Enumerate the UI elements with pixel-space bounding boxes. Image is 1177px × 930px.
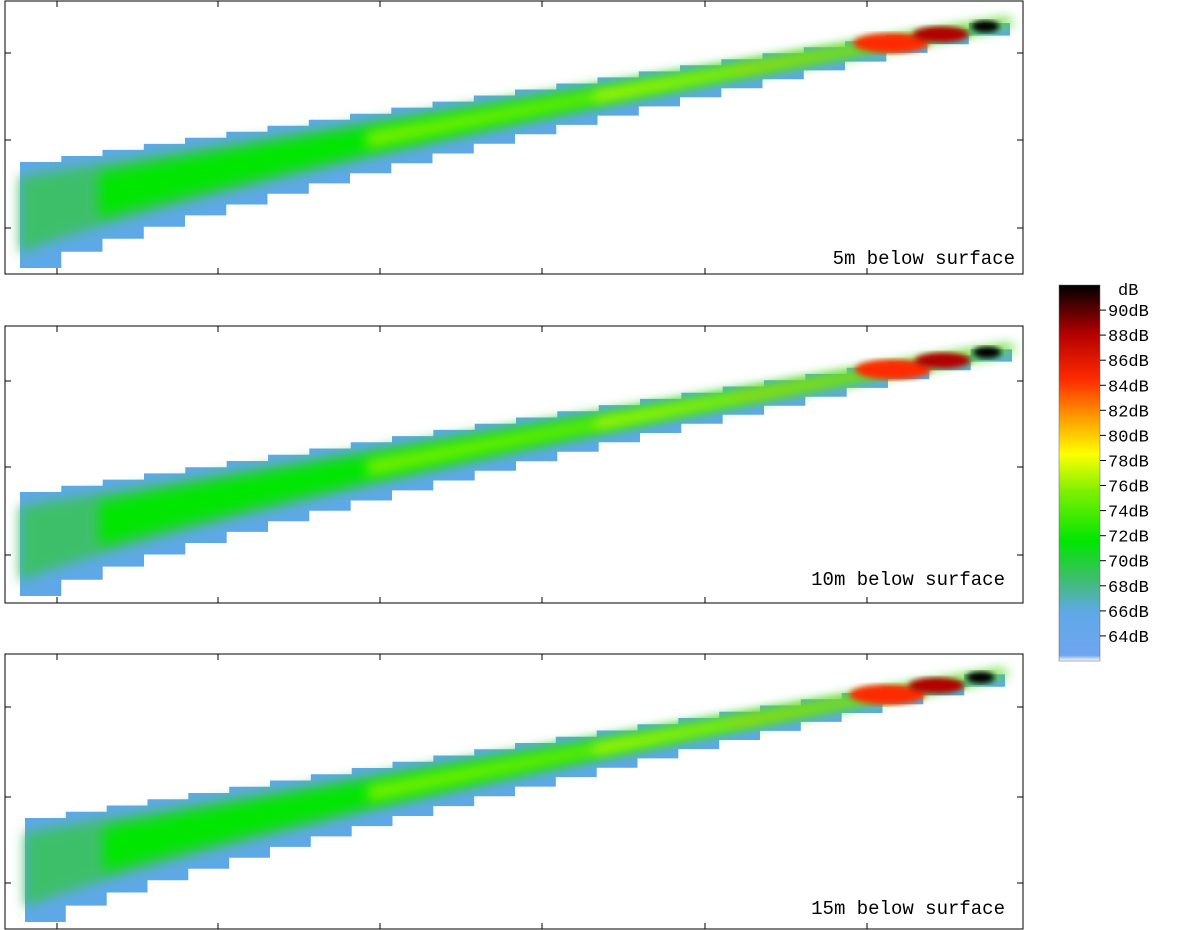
- hot-spot: [966, 671, 995, 684]
- panel-label: 10m below surface: [811, 569, 1005, 591]
- axis-ticks: [5, 654, 1023, 929]
- hot-spot: [914, 352, 971, 369]
- colorbar-tick-label: 90dB: [1108, 303, 1149, 322]
- colorbar-tick-label: 86dB: [1108, 353, 1149, 372]
- plume-envelope: [25, 668, 1005, 922]
- colorbar-ticks: 90dB 88dB 86dB 84dB 82dB 80dB 78dB 76dB 74dB 72dB…: [1100, 303, 1149, 648]
- plot-panel-15m: 15m below surface: [4, 653, 1024, 930]
- colorbar-tick-label: 72dB: [1108, 529, 1149, 548]
- panel-label: 15m below surface: [811, 898, 1005, 920]
- heatmap-field: [25, 668, 1005, 922]
- panel-label: 5m below surface: [833, 248, 1015, 270]
- colorbar-tick-label: 64dB: [1108, 629, 1149, 648]
- colorbar-gradient: [1058, 284, 1101, 662]
- hot-spot: [855, 359, 931, 380]
- plot-panel-5m: 5m below surface: [4, 0, 1024, 275]
- axis-ticks: [5, 326, 1023, 603]
- plume-envelope: [20, 17, 1010, 268]
- colorbar-tick-label: 84dB: [1108, 378, 1149, 397]
- colorbar-tick-label: 88dB: [1108, 328, 1149, 347]
- hot-spot: [853, 33, 930, 54]
- plume-envelope: [20, 343, 1012, 596]
- heatmap-field: [20, 343, 1012, 596]
- hot-spot: [912, 26, 969, 43]
- colorbar-tick-label: 70dB: [1108, 554, 1149, 573]
- axis-ticks: [5, 1, 1023, 274]
- plot-panel-10m: 10m below surface: [4, 325, 1024, 604]
- colorbar-tick-label: 78dB: [1108, 454, 1149, 473]
- hot-spot: [973, 346, 1002, 359]
- colorbar-tick-label: 66dB: [1108, 604, 1149, 623]
- hot-spot: [849, 684, 926, 705]
- colorbar-legend: dB 90dB 88dB 86dB 84dB 82dB 80dB 78dB 76dB 74dB 7…: [1058, 282, 1149, 662]
- heat-band: [368, 672, 1005, 802]
- colorbar-tick-label: 80dB: [1108, 428, 1149, 447]
- heatmap-field: [20, 17, 1010, 268]
- colorbar-tick-label: 74dB: [1108, 504, 1149, 523]
- hot-spot: [908, 677, 965, 694]
- colorbar-title: dB: [1118, 282, 1138, 301]
- colorbar-tick-label: 68dB: [1108, 579, 1149, 598]
- colorbar-tick-label: 76dB: [1108, 479, 1149, 498]
- colorbar-tick-label: 82dB: [1108, 403, 1149, 422]
- hot-spot: [971, 20, 1000, 33]
